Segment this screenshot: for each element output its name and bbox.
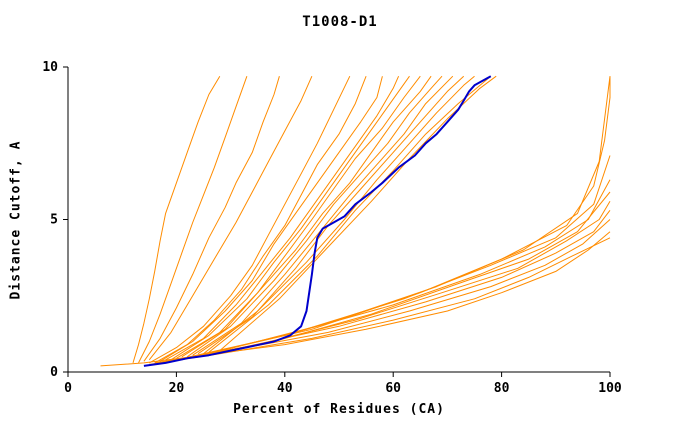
series-prediction-15 — [203, 75, 475, 355]
series-prediction-02 — [138, 76, 248, 364]
series-highlighted-model — [143, 75, 492, 367]
chart-title: T1008-D1 — [302, 14, 378, 30]
x-tick-label: 60 — [385, 381, 401, 396]
x-tick-label: 100 — [598, 381, 622, 396]
series-prediction-10 — [176, 75, 421, 359]
series-prediction-14 — [197, 75, 465, 355]
series-prediction-19 — [149, 237, 611, 365]
x-tick-label: 0 — [64, 381, 72, 396]
series-prediction-22 — [165, 200, 611, 362]
series-prediction-13 — [192, 75, 454, 356]
y-tick-label: 0 — [50, 365, 58, 380]
x-tick-label: 80 — [494, 381, 510, 396]
series-prediction-03 — [143, 76, 280, 362]
x-tick-label: 20 — [169, 381, 185, 396]
series-prediction-21 — [160, 209, 611, 364]
series-prediction-04 — [148, 75, 313, 361]
series-prediction-09 — [170, 75, 410, 361]
x-tick-label: 40 — [277, 381, 293, 396]
x-axis-label: Percent of Residues (CA) — [233, 402, 445, 417]
series-prediction-01 — [132, 75, 221, 364]
series-prediction-05 — [149, 75, 351, 364]
series-prediction-25 — [181, 155, 611, 361]
series-prediction-12 — [186, 75, 443, 358]
series-prediction-27 — [197, 76, 611, 358]
series-prediction-07 — [159, 76, 383, 362]
series-prediction-18 — [100, 231, 611, 367]
series-prediction-08 — [165, 75, 400, 361]
series-prediction-11 — [181, 75, 432, 358]
y-tick-label: 10 — [42, 60, 58, 75]
y-tick-label: 5 — [50, 213, 58, 228]
series-prediction-26 — [187, 76, 611, 359]
series-prediction-17 — [219, 75, 497, 351]
series-prediction-06 — [154, 76, 367, 364]
